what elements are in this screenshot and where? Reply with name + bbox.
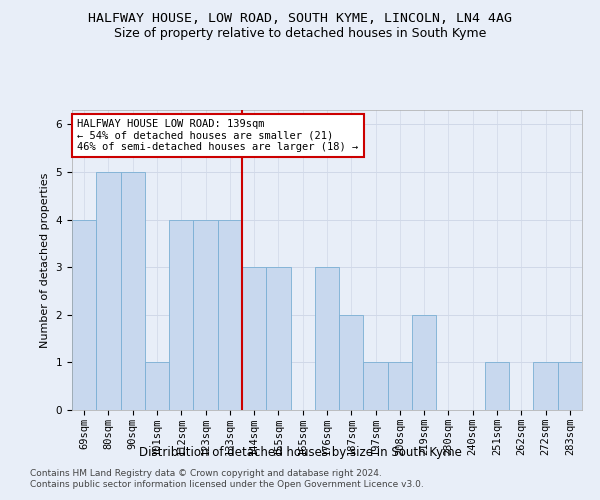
Bar [242, 267, 266, 410]
Bar [339, 315, 364, 410]
Bar [72, 220, 96, 410]
Y-axis label: Number of detached properties: Number of detached properties [40, 172, 50, 348]
Bar [315, 267, 339, 410]
Text: HALFWAY HOUSE, LOW ROAD, SOUTH KYME, LINCOLN, LN4 4AG: HALFWAY HOUSE, LOW ROAD, SOUTH KYME, LIN… [88, 12, 512, 26]
Text: Contains HM Land Registry data © Crown copyright and database right 2024.: Contains HM Land Registry data © Crown c… [30, 468, 382, 477]
Bar [169, 220, 193, 410]
Bar [485, 362, 509, 410]
Bar [533, 362, 558, 410]
Bar [218, 220, 242, 410]
Text: Contains public sector information licensed under the Open Government Licence v3: Contains public sector information licen… [30, 480, 424, 489]
Bar [412, 315, 436, 410]
Bar [121, 172, 145, 410]
Bar [266, 267, 290, 410]
Bar [96, 172, 121, 410]
Text: Size of property relative to detached houses in South Kyme: Size of property relative to detached ho… [114, 28, 486, 40]
Bar [193, 220, 218, 410]
Bar [388, 362, 412, 410]
Bar [145, 362, 169, 410]
Text: Distribution of detached houses by size in South Kyme: Distribution of detached houses by size … [139, 446, 461, 459]
Bar [364, 362, 388, 410]
Text: HALFWAY HOUSE LOW ROAD: 139sqm
← 54% of detached houses are smaller (21)
46% of : HALFWAY HOUSE LOW ROAD: 139sqm ← 54% of … [77, 119, 358, 152]
Bar [558, 362, 582, 410]
